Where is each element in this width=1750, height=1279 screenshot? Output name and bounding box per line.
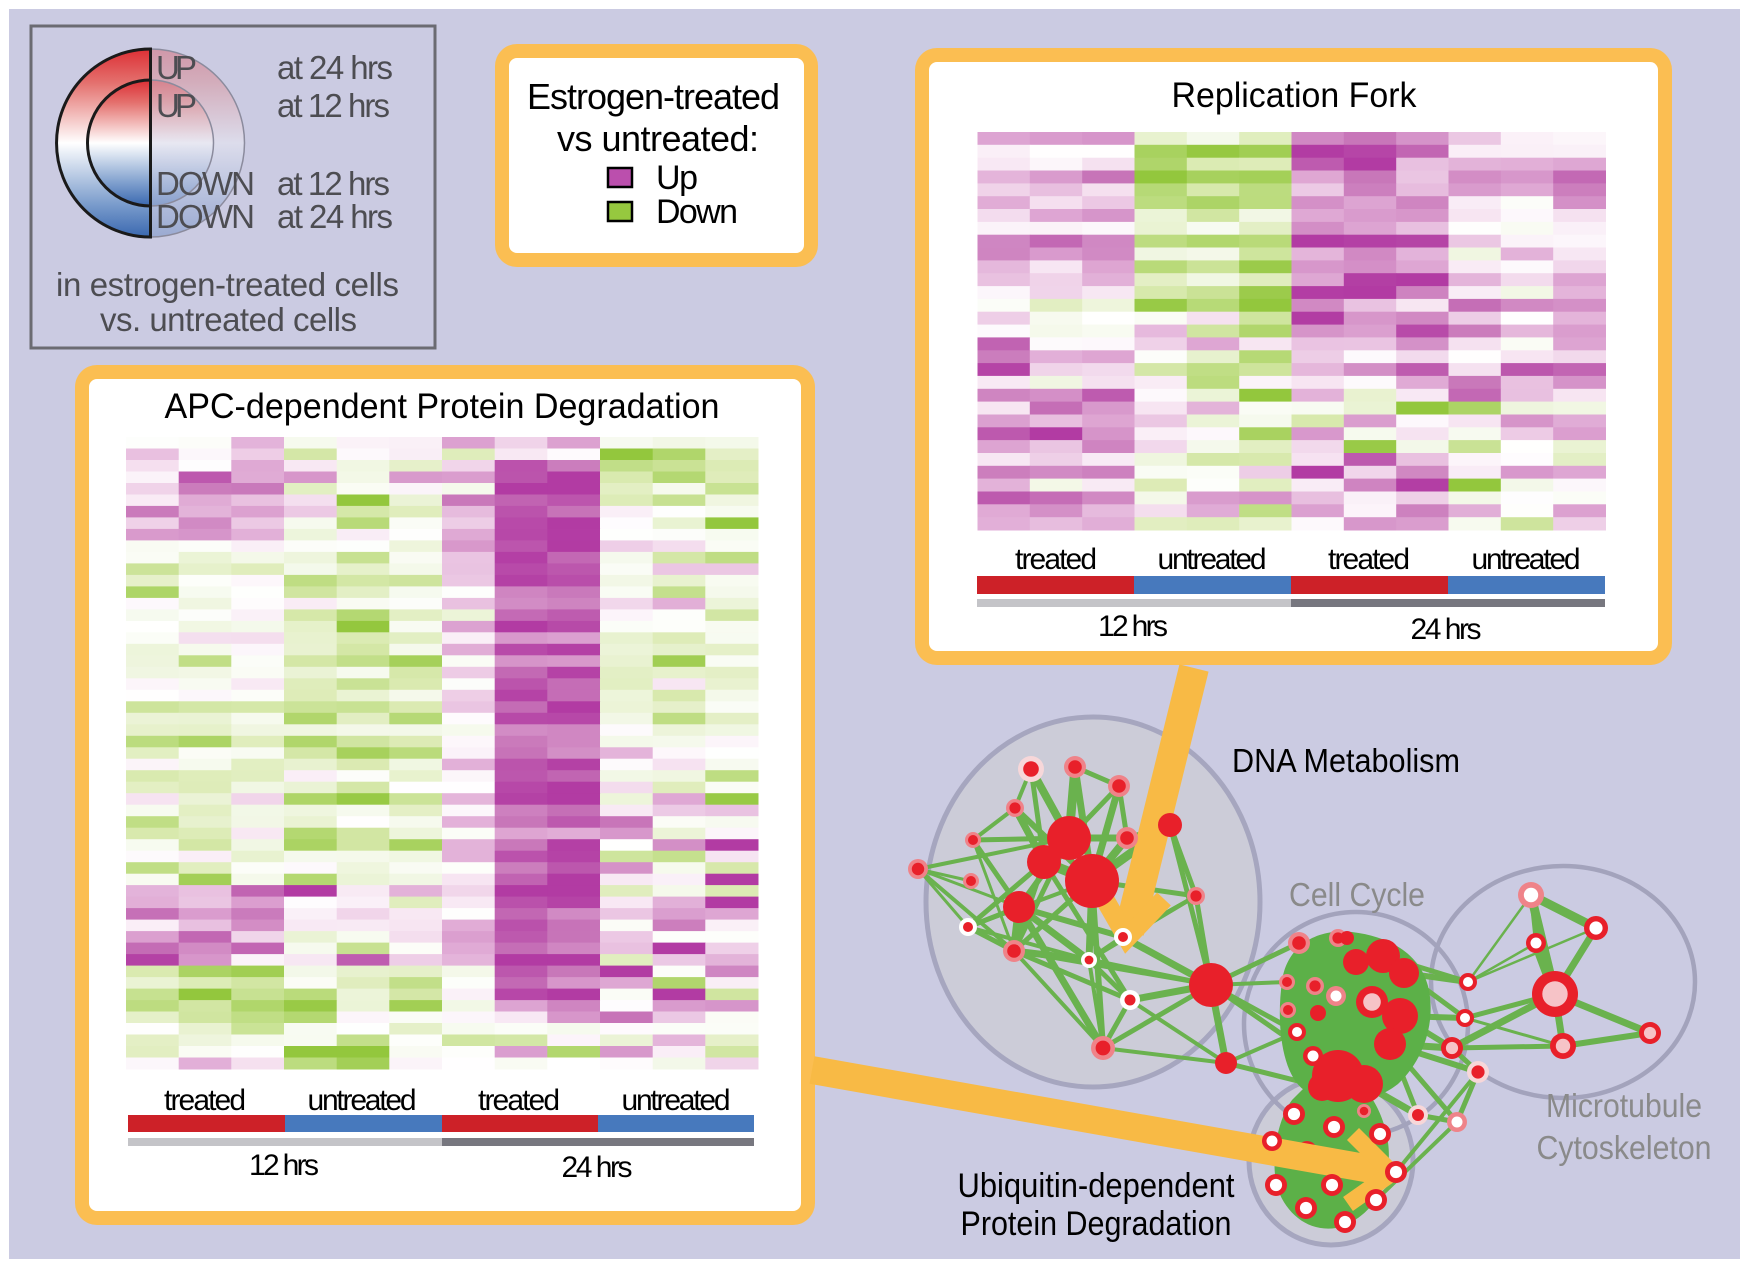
svg-text:Replication Fork: Replication Fork: [1172, 76, 1417, 115]
svg-text:Up: Up: [656, 159, 698, 197]
svg-text:DNA Metabolism: DNA Metabolism: [1232, 742, 1460, 779]
svg-text:at 24 hrs: at 24 hrs: [277, 49, 393, 86]
svg-text:UP: UP: [156, 49, 197, 86]
svg-text:treated: treated: [478, 1084, 560, 1117]
svg-text:DOWN: DOWN: [156, 165, 255, 202]
svg-text:untreated: untreated: [308, 1084, 417, 1117]
svg-text:12 hrs: 12 hrs: [249, 1149, 319, 1182]
svg-text:untreated: untreated: [1158, 543, 1267, 576]
svg-text:Ubiquitin-dependent: Ubiquitin-dependent: [958, 1167, 1236, 1205]
svg-text:APC-dependent Protein Degradat: APC-dependent Protein Degradation: [165, 387, 720, 426]
svg-text:24 hrs: 24 hrs: [1411, 613, 1482, 646]
svg-text:Cell Cycle: Cell Cycle: [1289, 876, 1425, 913]
svg-text:Microtubule: Microtubule: [1546, 1087, 1702, 1124]
svg-text:untreated: untreated: [1472, 543, 1581, 576]
svg-text:untreated: untreated: [622, 1084, 731, 1117]
svg-text:treated: treated: [1328, 543, 1410, 576]
svg-text:Down: Down: [656, 193, 738, 231]
svg-text:in estrogen-treated cells: in estrogen-treated cells: [56, 266, 399, 303]
svg-text:Protein Degradation: Protein Degradation: [961, 1205, 1232, 1243]
svg-text:24 hrs: 24 hrs: [562, 1151, 633, 1184]
svg-text:DOWN: DOWN: [156, 198, 255, 235]
svg-text:treated: treated: [164, 1084, 246, 1117]
svg-text:at 12 hrs: at 12 hrs: [277, 165, 390, 202]
svg-text:vs untreated:: vs untreated:: [557, 118, 759, 159]
svg-text:Cytoskeleton: Cytoskeleton: [1537, 1129, 1712, 1166]
svg-text:treated: treated: [1015, 543, 1097, 576]
svg-text:at 24 hrs: at 24 hrs: [277, 198, 393, 235]
svg-text:12 hrs: 12 hrs: [1098, 610, 1168, 643]
svg-text:at 12 hrs: at 12 hrs: [277, 87, 390, 124]
svg-text:UP: UP: [156, 87, 197, 124]
svg-text:vs. untreated cells: vs. untreated cells: [100, 301, 357, 338]
svg-text:Estrogen-treated: Estrogen-treated: [527, 76, 780, 117]
